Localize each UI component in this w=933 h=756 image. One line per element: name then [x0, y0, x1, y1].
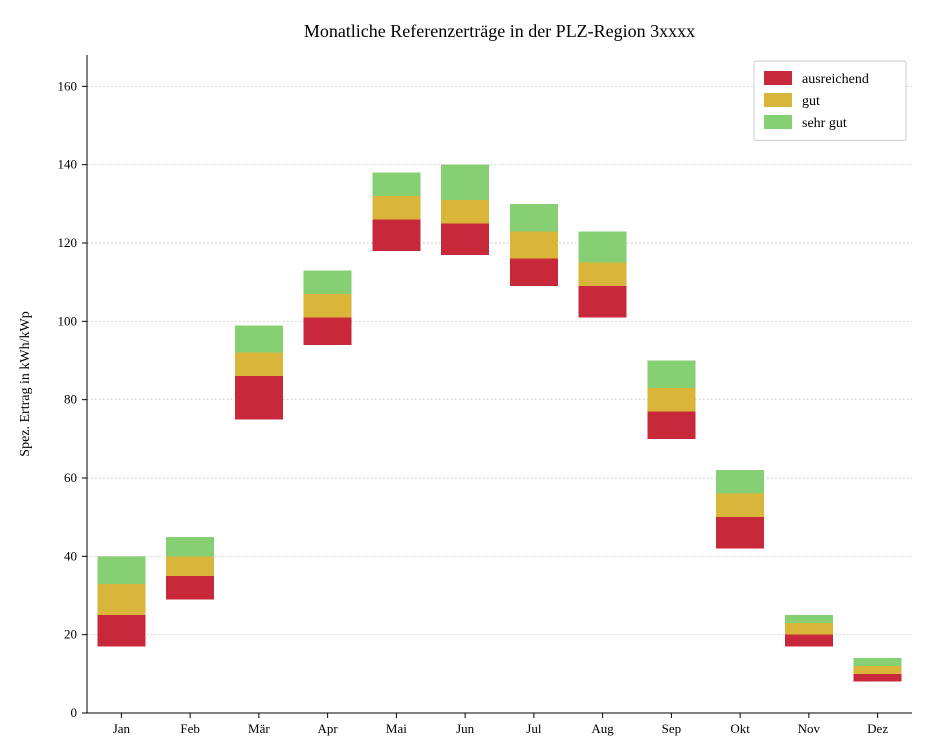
bar-segment-ausreichend: [716, 517, 764, 548]
bar-segment-gut: [372, 196, 420, 220]
yield-chart: 0 20 40 60 80 100 120 140 160 Jan Feb Mär Apr Mai Jun J…: [0, 0, 933, 756]
bar-segment-ausreichend: [647, 411, 695, 438]
y-tick-label: 120: [58, 235, 78, 250]
legend-label: ausreichend: [802, 72, 869, 87]
legend-swatch: [764, 93, 792, 107]
bar-segment-gut: [510, 231, 558, 258]
bar-segment-sehr-gut: [510, 204, 558, 231]
x-tick-label: Sep: [662, 721, 682, 736]
x-tick-label: Mär: [248, 721, 270, 736]
x-tick-label: Jul: [526, 721, 542, 736]
bar-segment-gut: [166, 556, 214, 576]
bar-segment-ausreichend: [854, 674, 902, 682]
y-tick-label: 0: [71, 705, 78, 720]
bar-segment-sehr-gut: [579, 231, 627, 262]
bar-segment-ausreichend: [166, 576, 214, 600]
legend-swatch: [764, 115, 792, 129]
legend-label: sehr gut: [802, 116, 847, 131]
bar-segment-gut: [716, 494, 764, 517]
bar-segment-ausreichend: [441, 223, 489, 254]
bar-segment-sehr-gut: [854, 658, 902, 666]
y-tick-label: 40: [64, 548, 77, 563]
bar-segment-gut: [579, 263, 627, 287]
bar-segment-ausreichend: [579, 286, 627, 317]
x-tick-label: Jun: [456, 721, 475, 736]
bar-segment-ausreichend: [97, 615, 145, 646]
x-tick-label: Jan: [113, 721, 131, 736]
x-tick-label: Okt: [730, 721, 750, 736]
legend: ausreichend gut sehr gut: [754, 61, 906, 140]
chart-title: Monatliche Referenzerträge in der PLZ-Re…: [304, 21, 695, 41]
bar-segment-gut: [97, 584, 145, 615]
x-tick-label: Feb: [180, 721, 200, 736]
legend-swatch: [764, 71, 792, 85]
legend-label: gut: [802, 94, 820, 109]
bar-segment-gut: [304, 294, 352, 318]
bar-segment-ausreichend: [235, 376, 283, 419]
y-tick-label: 60: [64, 470, 77, 485]
bar-segment-sehr-gut: [441, 165, 489, 200]
y-axis-label: Spez. Ertrag in kWh/kWp: [18, 311, 33, 456]
bar-segment-sehr-gut: [97, 556, 145, 583]
bar-segment-sehr-gut: [235, 325, 283, 352]
bar-segment-gut: [441, 200, 489, 224]
x-tick-label: Aug: [591, 721, 614, 736]
y-tick-label: 100: [58, 313, 78, 328]
bar-segment-sehr-gut: [716, 470, 764, 494]
bar-segment-gut: [235, 353, 283, 377]
bar-segment-gut: [647, 388, 695, 412]
y-tick-label: 160: [58, 78, 78, 93]
bar-segment-ausreichend: [372, 220, 420, 251]
y-tick-label: 80: [64, 392, 77, 407]
x-tick-label: Dez: [867, 721, 888, 736]
bar-segment-ausreichend: [785, 635, 833, 647]
bar-segment-sehr-gut: [372, 173, 420, 197]
bar-segment-sehr-gut: [304, 270, 352, 294]
bar-segment-sehr-gut: [785, 615, 833, 623]
bar-segment-gut: [854, 666, 902, 674]
x-tick-label: Apr: [318, 721, 339, 736]
x-tick-label: Mai: [386, 721, 407, 736]
bar-segment-ausreichend: [510, 259, 558, 286]
bar-segment-sehr-gut: [647, 361, 695, 388]
y-tick-label: 140: [58, 157, 78, 172]
bar-segment-sehr-gut: [166, 537, 214, 557]
bar-segment-gut: [785, 623, 833, 635]
x-tick-label: Nov: [798, 721, 821, 736]
bar-segment-ausreichend: [304, 317, 352, 344]
y-tick-label: 20: [64, 627, 77, 642]
